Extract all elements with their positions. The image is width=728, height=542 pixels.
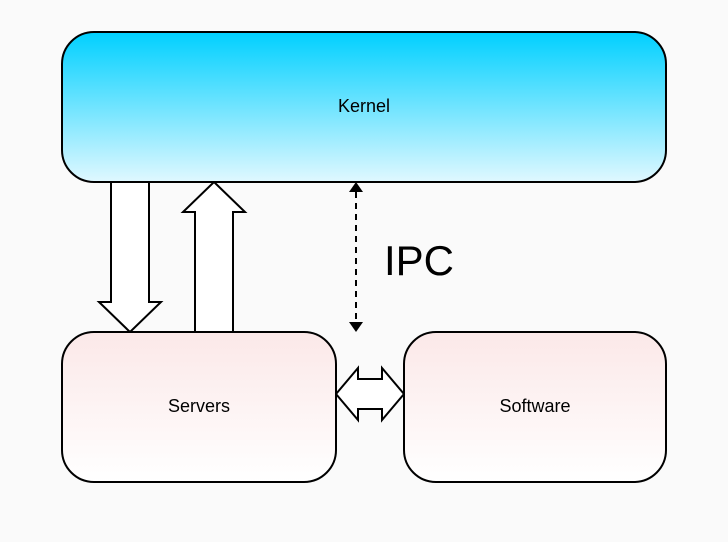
ipc-dashed-arrow xyxy=(349,182,363,332)
ipc-label: IPC xyxy=(384,237,454,284)
servers-label: Servers xyxy=(168,396,230,416)
software-label: Software xyxy=(499,396,570,416)
servers-software-bidir-arrow xyxy=(336,368,404,420)
kernel-to-servers-arrow xyxy=(99,182,161,332)
kernel-label: Kernel xyxy=(338,96,390,116)
servers-to-kernel-arrow xyxy=(183,182,245,332)
kernel-ipc-diagram: Kernel Servers Software IPC xyxy=(0,0,728,542)
